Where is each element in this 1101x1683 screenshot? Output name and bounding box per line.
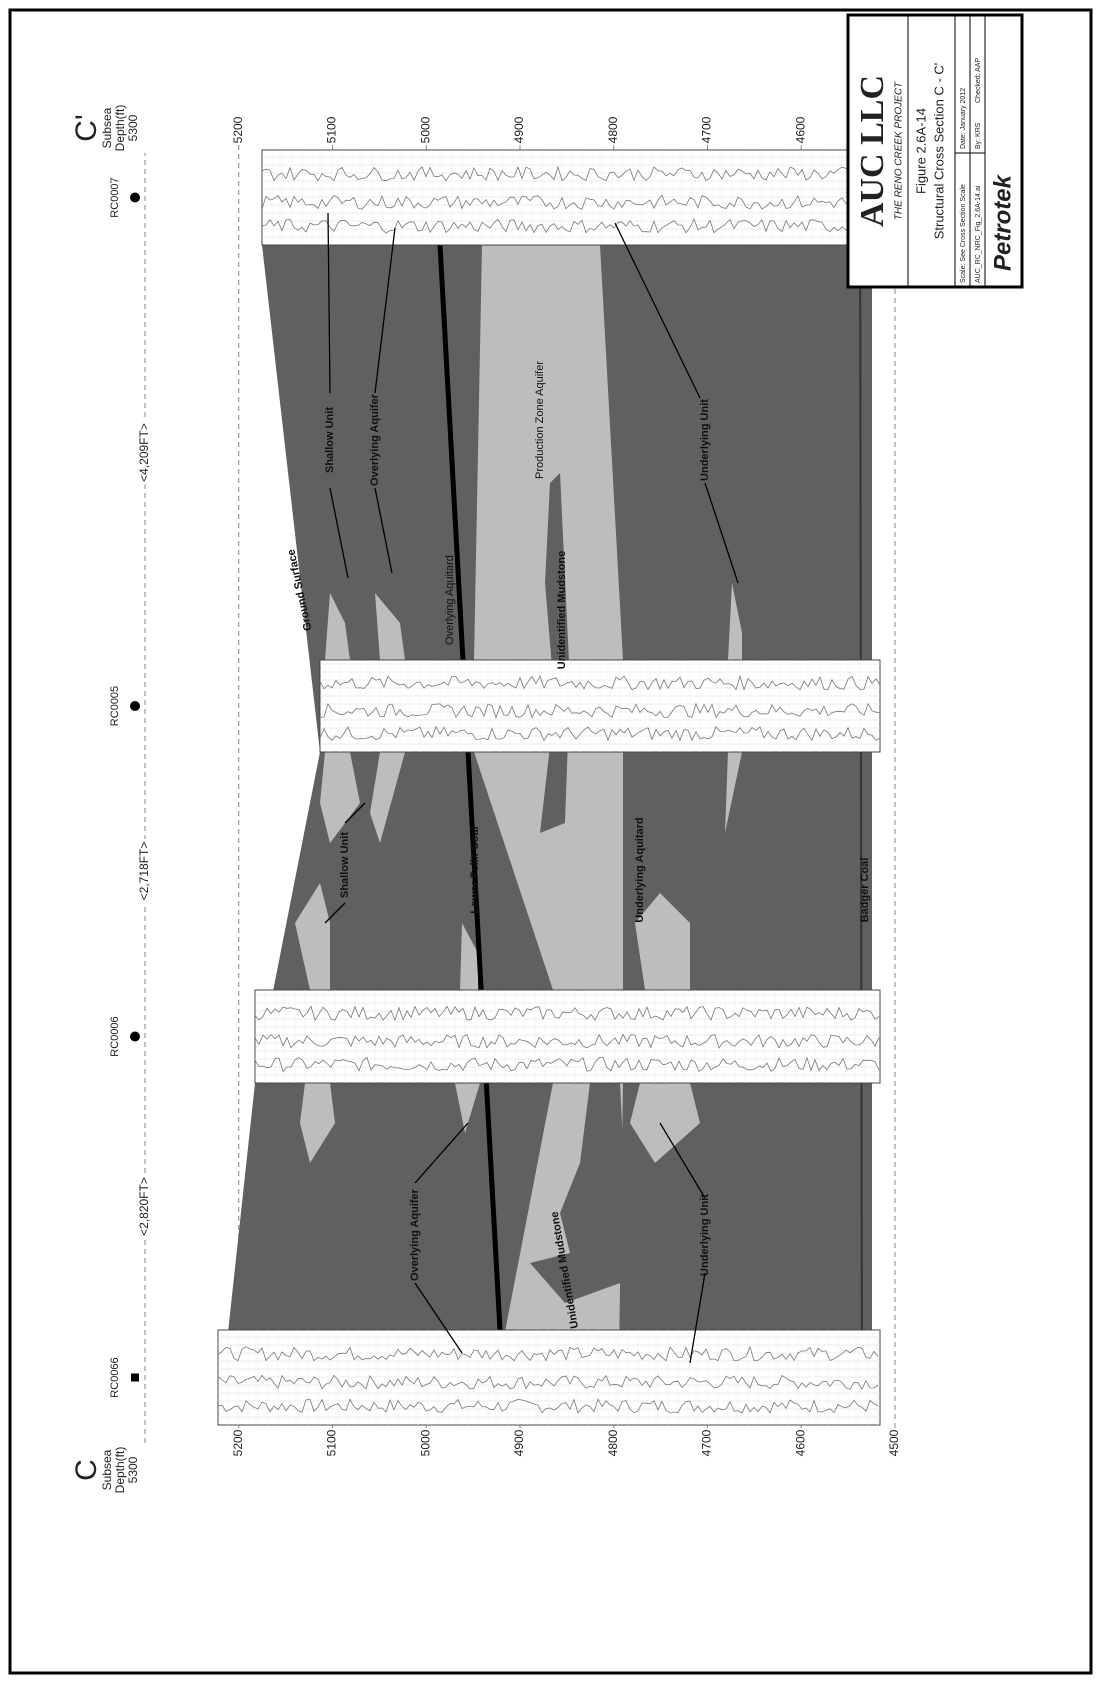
- depth-label: 4800: [606, 1429, 620, 1456]
- label-bg: [136, 839, 154, 903]
- log-trace: [254, 1005, 880, 1022]
- page-border: [8, 8, 1093, 1675]
- well-name: RC0005: [109, 686, 121, 726]
- annotation: Underlying Unit: [699, 399, 711, 481]
- annotation: Overlying Aquifer: [369, 393, 381, 486]
- section-end: C': [70, 114, 103, 141]
- pointers: [324, 212, 739, 1364]
- well-marker: [130, 701, 140, 711]
- log-trace: [261, 194, 879, 210]
- annotation: Overlying Aquifer: [409, 1188, 421, 1281]
- annotation: Underlying Aquitard: [634, 817, 646, 922]
- annotation: Production Zone Aquifer: [534, 361, 546, 479]
- depth-label: 4600: [793, 116, 807, 143]
- depth-label: 5000: [418, 1429, 432, 1456]
- annotation: Badger Coal: [859, 858, 871, 923]
- axis-label: 5300: [126, 1456, 140, 1483]
- depth-label: 4900: [512, 1429, 526, 1456]
- wells: RC0066 RC0006 RC0005 RC0007: [109, 177, 140, 1398]
- log-trace: [254, 1033, 880, 1049]
- log-trace: [217, 1374, 879, 1391]
- firm: Petrotek: [989, 173, 1016, 271]
- annotation: Overlying Aquitard: [444, 555, 456, 645]
- log-trace: [261, 165, 879, 182]
- axis-label: 5300: [126, 114, 140, 141]
- drawn-by: By: KRS: [975, 122, 982, 149]
- badger-coal: [859, 149, 863, 1426]
- well-name: RC0006: [109, 1016, 121, 1056]
- depth-label: 5100: [325, 1429, 339, 1456]
- depth-label: 5100: [325, 116, 339, 143]
- axis-label: Depth(ft): [113, 105, 127, 152]
- annotation: Unidentified Mudstone: [556, 551, 568, 670]
- log-trace: [254, 1056, 880, 1073]
- distances: <2,820FT> <2,718FT> <4,209FT>: [136, 420, 154, 1239]
- depth-label: 4800: [606, 116, 620, 143]
- well-name: RC0066: [109, 1357, 121, 1397]
- annotation: Lower Felix Coal: [469, 826, 481, 913]
- figure-number: Figure 2.6A-14: [913, 108, 928, 194]
- distance: <2,820FT>: [137, 1177, 151, 1236]
- log-trace: [261, 217, 879, 234]
- well-name: RC0007: [109, 177, 121, 217]
- mudstone: [530, 1083, 625, 1303]
- log-trace: [319, 674, 881, 691]
- well-logs: [217, 149, 881, 1426]
- depth-label: 4500: [887, 1429, 901, 1456]
- coal-line: [437, 244, 503, 1331]
- well-marker: [131, 1373, 139, 1382]
- axis-label: Subsea: [100, 107, 114, 148]
- depth-label: 4700: [700, 1429, 714, 1456]
- annotation: Shallow Unit: [324, 407, 336, 473]
- depth-label: 5200: [231, 116, 245, 143]
- company: AUC LLC: [854, 75, 891, 227]
- log-strip: [261, 149, 881, 246]
- depth-label: 5000: [418, 116, 432, 143]
- annotation: Underlying Unit: [699, 1194, 711, 1276]
- depth-label: 4900: [512, 116, 526, 143]
- annotation: Shallow Unit: [339, 832, 351, 898]
- axis-label: Subsea: [100, 1449, 114, 1490]
- section-end: C: [70, 1459, 103, 1481]
- depth-label: 4700: [700, 116, 714, 143]
- axis-label: Depth(ft): [113, 1447, 127, 1494]
- depth-label: 4600: [793, 1429, 807, 1456]
- label-bg: [136, 1174, 154, 1239]
- date: Date: January 2012: [960, 88, 967, 149]
- log-trace: [319, 725, 881, 742]
- title-block: AUC LLC THE RENO CREEK PROJECT Figure 2.…: [846, 13, 1024, 289]
- scale: Scale: See Cross Section Scale: [960, 184, 967, 283]
- log-trace: [320, 702, 881, 719]
- cross-section: 5200 5100 5000 4900 4800 4700 4600 4500 5200 5100…: [70, 13, 1024, 1494]
- well-marker: [130, 1031, 140, 1042]
- distance: <4,209FT>: [137, 423, 151, 482]
- log-strip: [254, 989, 881, 1084]
- project: THE RENO CREEK PROJECT: [894, 81, 905, 220]
- figure-caption: Structural Cross Section C - C': [931, 63, 946, 240]
- depth-label: 5200: [231, 1429, 245, 1456]
- distance: <2,718FT>: [137, 842, 151, 901]
- file: AUC_RC_NRC_Fig_2.6A-14.ai: [975, 185, 982, 283]
- well-marker: [130, 192, 140, 203]
- log-trace: [217, 1398, 879, 1414]
- log-trace: [217, 1345, 879, 1362]
- checked-by: Checked: AAP: [975, 58, 982, 103]
- label-bg: [136, 420, 154, 485]
